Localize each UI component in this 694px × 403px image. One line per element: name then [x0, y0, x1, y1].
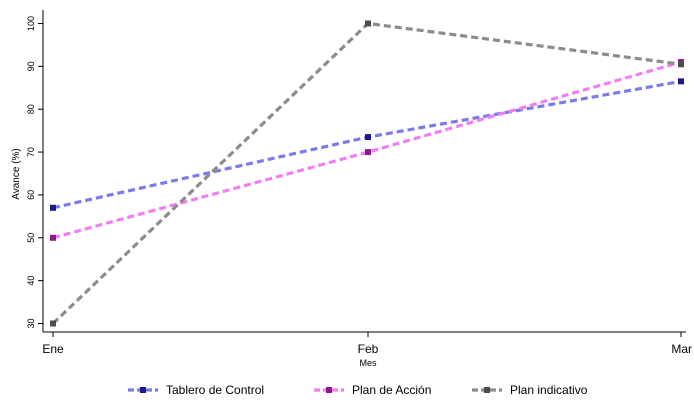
- series-line: [51, 21, 682, 325]
- x-axis: Ene Feb Mar: [42, 331, 692, 356]
- data-point: [365, 149, 371, 156]
- x-tick-label: Feb: [358, 342, 379, 356]
- legend-item: Plan indicativo: [472, 383, 588, 397]
- y-tick-label: 40: [26, 276, 36, 286]
- x-tick-label: Mar: [671, 342, 692, 356]
- legend-label: Tablero de Control: [166, 383, 264, 397]
- data-point: [678, 61, 684, 68]
- series-line: [52, 60, 682, 240]
- y-tick-label: 100: [26, 16, 36, 31]
- y-tick-label: 60: [26, 190, 36, 200]
- legend: Tablero de Control Plan de Acción Plan ind…: [128, 383, 588, 397]
- data-point: [50, 320, 56, 327]
- series-line: [52, 79, 682, 210]
- y-tick-label: 90: [26, 61, 36, 71]
- y-tick-label: 50: [26, 233, 36, 243]
- x-tick-label: Ene: [42, 342, 64, 356]
- legend-marker: [140, 387, 146, 393]
- data-point: [365, 134, 371, 141]
- series-0: [50, 78, 684, 211]
- series-1: [50, 59, 684, 241]
- y-axis: 30 40 50 60 70 80 90 100: [26, 10, 44, 332]
- legend-item: Plan de Acción: [314, 383, 431, 397]
- legend-label: Plan de Acción: [352, 383, 431, 397]
- data-point: [50, 204, 56, 211]
- x-axis-label: Mes: [359, 358, 377, 368]
- legend-marker: [326, 387, 332, 393]
- data-point: [50, 234, 56, 241]
- y-axis-label: Avance (%): [11, 148, 22, 200]
- legend-marker: [484, 387, 490, 393]
- series-layer: [50, 20, 684, 327]
- y-tick-label: 30: [26, 318, 36, 328]
- legend-label: Plan indicativo: [510, 383, 588, 397]
- data-point: [365, 20, 371, 27]
- data-point: [678, 78, 684, 85]
- series-2: [50, 20, 684, 327]
- y-tick-label: 70: [26, 147, 36, 157]
- legend-item: Tablero de Control: [128, 383, 264, 397]
- y-tick-label: 80: [26, 104, 36, 114]
